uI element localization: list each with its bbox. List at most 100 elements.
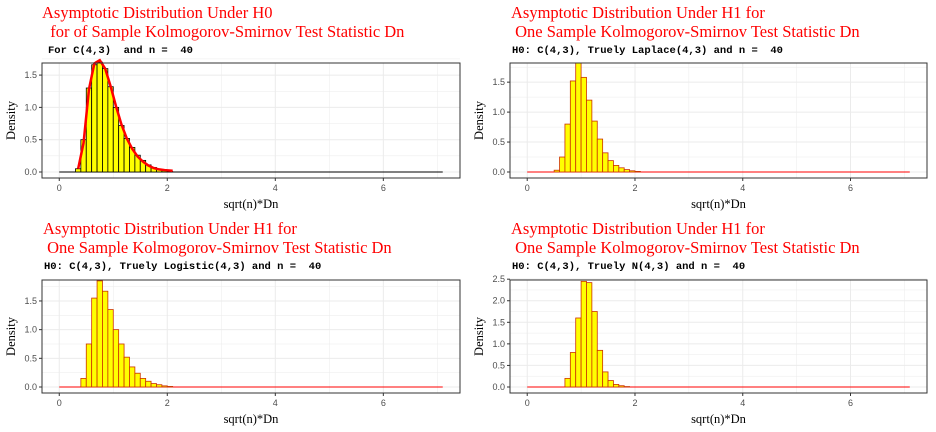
histogram-bar xyxy=(607,380,614,388)
x-tick-label: 0 xyxy=(525,398,530,408)
y-axis-label: Density xyxy=(4,316,18,356)
histogram-bar xyxy=(102,68,109,173)
x-tick-label: 2 xyxy=(632,183,637,193)
histogram-bar xyxy=(112,106,120,173)
histogram-bar xyxy=(580,280,587,388)
x-axis-label: sqrt(n)*Dn xyxy=(691,412,747,426)
x-axis-label: sqrt(n)*Dn xyxy=(224,197,280,211)
x-tick-label: 4 xyxy=(740,398,745,408)
y-tick-label: 0.5 xyxy=(492,137,505,147)
panel-title: Asymptotic Distribution Under H1 for One… xyxy=(511,3,860,41)
x-tick-label: 4 xyxy=(273,183,278,193)
histogram-bar xyxy=(107,309,114,388)
title-line-1: Asymptotic Distribution Under H1 for xyxy=(511,3,765,22)
panel-title: Asymptotic Distribution Under H1 for One… xyxy=(511,219,860,257)
panel-title: Asymptotic Distribution Under H1 for One… xyxy=(43,219,392,257)
histogram-chart: 0 2 4 6 0.0 0.5 1.0 1.5 sqrt(n)*Dn Density xyxy=(4,279,461,426)
x-axis-label: sqrt(n)*Dn xyxy=(224,412,280,426)
y-tick-label: 0.5 xyxy=(492,360,505,370)
x-tick-label: 2 xyxy=(165,183,170,193)
histogram-bar xyxy=(166,386,174,388)
histogram-bar xyxy=(145,380,152,388)
histogram-bar xyxy=(586,99,593,173)
title-line-1: Asymptotic Distribution Under H1 for xyxy=(43,219,297,238)
plot-border xyxy=(41,279,461,394)
y-tick-label: 2.0 xyxy=(492,296,505,306)
y-tick-label: 0.0 xyxy=(24,382,37,392)
y-axis-label: Density xyxy=(4,100,18,140)
histogram-chart: 0 2 4 6 0.0 0.5 1.0 1.5 sqrt(n)*Dn Density xyxy=(472,62,928,211)
histogram-bar xyxy=(107,86,114,173)
x-tick-label: 6 xyxy=(848,398,853,408)
histogram-bar xyxy=(112,329,120,388)
x-tick-label: 2 xyxy=(632,398,637,408)
histogram-chart: 0 2 4 6 0.0 0.5 1.0 1.5 sqrt(n)*Dn Density xyxy=(4,58,461,211)
histogram-bar xyxy=(564,377,571,388)
x-tick-label: 6 xyxy=(848,183,853,193)
histogram-bar xyxy=(91,297,98,388)
panel-subtitle: H0: C(4,3), Truely Logistic(4,3) and n =… xyxy=(44,261,322,273)
histogram-bar xyxy=(96,280,103,388)
panel-h1-laplace: Asymptotic Distribution Under H1 for One… xyxy=(468,0,936,216)
histogram-bar xyxy=(161,385,168,388)
panel-h0-cauchy: Asymptotic Distribution Under H0 for of … xyxy=(0,0,468,216)
histogram-bar xyxy=(618,167,625,173)
plot-border xyxy=(509,279,928,394)
panel-subtitle: H0: C(4,3), Truely Laplace(4,3) and n = … xyxy=(512,45,783,57)
panel-h1-logistic: Asymptotic Distribution Under H1 for One… xyxy=(0,216,468,432)
title-line-2: One Sample Kolmogorov-Smirnov Test Stati… xyxy=(43,238,392,257)
x-tick-label: 4 xyxy=(273,398,278,408)
histogram-bar xyxy=(607,160,614,173)
panel-subtitle: H0: C(4,3), Truely N(4,3) and n = 40 xyxy=(512,261,746,273)
histogram-bar xyxy=(596,349,604,388)
panel-title: Asymptotic Distribution Under H0 for of … xyxy=(42,3,404,41)
y-tick-label: 1.5 xyxy=(24,296,37,306)
histogram-bar xyxy=(575,317,582,388)
x-tick-label: 0 xyxy=(57,183,62,193)
histogram-bar xyxy=(80,377,87,388)
histogram-bar xyxy=(580,76,587,173)
y-tick-label: 1.0 xyxy=(24,102,37,112)
x-tick-label: 0 xyxy=(57,398,62,408)
histogram-bar xyxy=(613,165,620,173)
y-tick-label: 1.5 xyxy=(492,77,505,87)
y-tick-label: 0.0 xyxy=(492,167,505,177)
y-tick-label: 0.0 xyxy=(24,167,37,177)
histogram-bar xyxy=(602,152,609,173)
title-line-2: One Sample Kolmogorov-Smirnov Test Stati… xyxy=(511,22,860,41)
title-line-2: One Sample Kolmogorov-Smirnov Test Stati… xyxy=(511,238,860,257)
histogram-bar xyxy=(564,123,571,173)
density-curve xyxy=(76,58,173,172)
title-line-2: for of Sample Kolmogorov-Smirnov Test St… xyxy=(42,22,405,41)
histogram-bar xyxy=(634,171,641,173)
x-axis-label: sqrt(n)*Dn xyxy=(691,197,747,211)
title-line-1: Asymptotic Distribution Under H0 xyxy=(42,3,273,22)
histogram-bar xyxy=(613,384,620,388)
histogram-bar xyxy=(618,385,625,388)
y-tick-label: 1.5 xyxy=(24,70,37,80)
histogram-bar xyxy=(623,169,630,173)
histogram-bar xyxy=(123,356,130,388)
y-tick-label: 0.5 xyxy=(24,135,37,145)
plot-border xyxy=(41,62,461,179)
y-tick-label: 0.5 xyxy=(24,353,37,363)
y-tick-label: 1.5 xyxy=(492,317,505,327)
histogram-bar xyxy=(602,371,609,388)
histogram-bar xyxy=(569,352,577,388)
histogram-bar xyxy=(569,80,577,173)
histogram-bar xyxy=(96,61,103,173)
histogram-bar xyxy=(629,170,636,173)
y-axis-label: Density xyxy=(472,316,486,356)
histogram-bar xyxy=(134,372,141,388)
histogram-bar xyxy=(129,366,136,388)
x-tick-label: 2 xyxy=(165,398,170,408)
y-tick-label: 1.0 xyxy=(24,325,37,335)
histogram-bar xyxy=(553,169,560,173)
panel-h1-normal: Asymptotic Distribution Under H1 for One… xyxy=(468,216,936,432)
histogram-bar xyxy=(559,156,566,173)
plot-border xyxy=(509,62,928,179)
title-line-1: Asymptotic Distribution Under H1 for xyxy=(511,219,765,238)
y-tick-label: 1.0 xyxy=(492,107,505,117)
y-tick-label: 2.5 xyxy=(492,274,505,284)
histogram-chart: 0 2 4 6 0.0 0.5 1.0 1.5 2.0 2.5 sqrt(n)*Dn Density xyxy=(472,274,928,426)
